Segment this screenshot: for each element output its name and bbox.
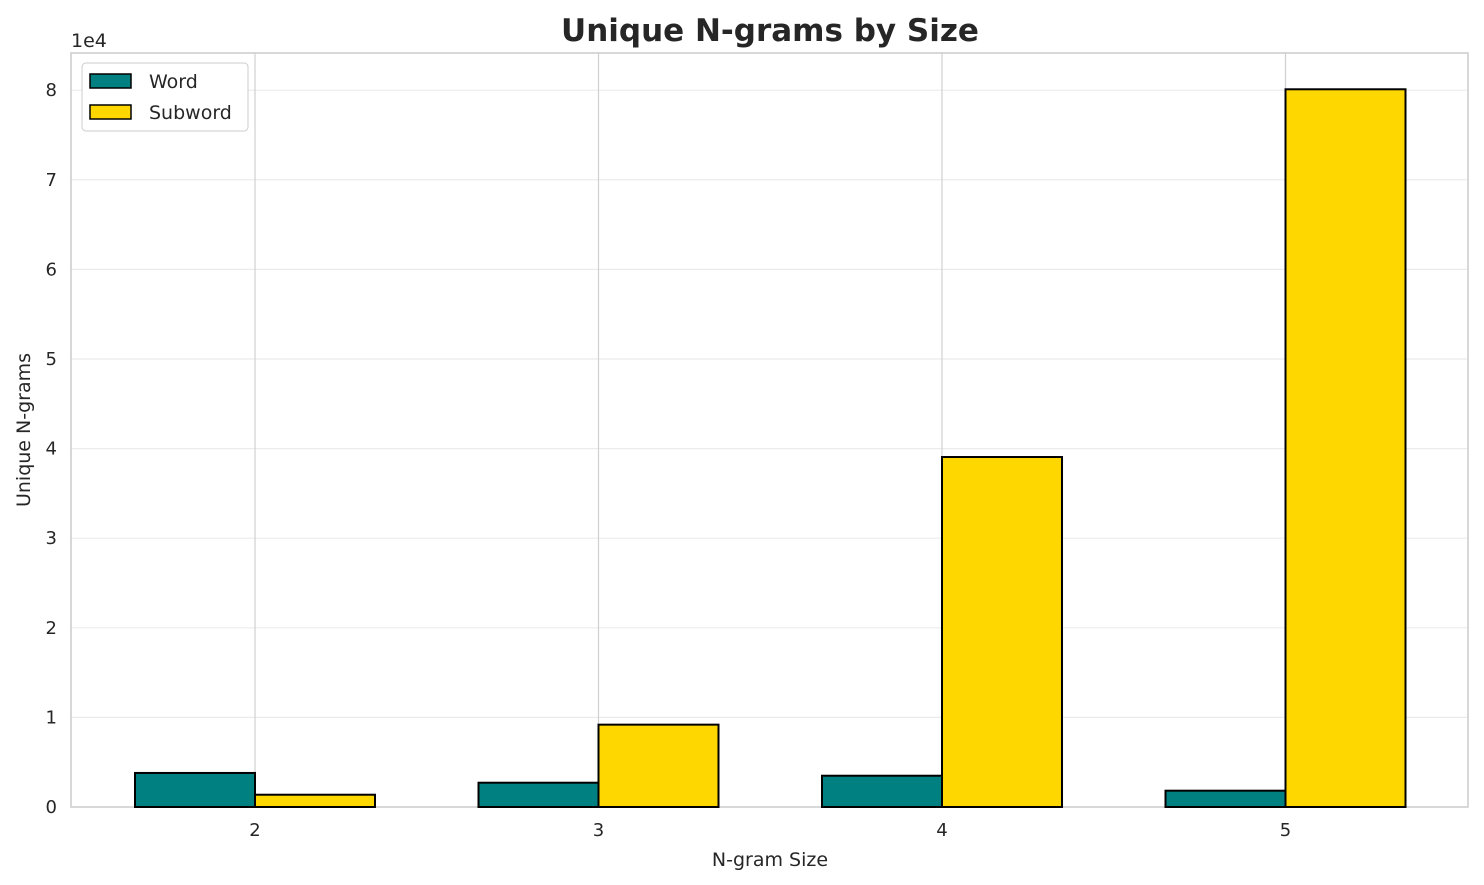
- bar-word-5: [1164, 789, 1287, 808]
- y-tick-label: 7: [46, 170, 57, 191]
- y-tick-label: 4: [46, 439, 57, 460]
- legend-label-subword: Subword: [149, 102, 232, 124]
- bar-word-3: [477, 781, 600, 809]
- legend-swatch-word: [89, 73, 132, 89]
- bar-subword-4: [941, 456, 1063, 808]
- x-axis-label: N-gram Size: [712, 849, 828, 871]
- bar-subword-3: [597, 723, 720, 808]
- x-tick-label: 5: [1280, 820, 1291, 841]
- y-axis-label: Unique N-grams: [13, 353, 35, 507]
- x-tick-label: 3: [593, 820, 604, 841]
- y-tick-label: 0: [46, 797, 57, 818]
- bar-subword-2: [254, 793, 376, 809]
- bar-subword-5: [1284, 88, 1407, 809]
- y-tick-label: 1: [46, 707, 57, 728]
- chart-title: Unique N-grams by Size: [561, 13, 979, 49]
- bar-word-2: [134, 771, 256, 809]
- legend-label-word: Word: [149, 71, 198, 93]
- x-tick-label: 4: [936, 820, 947, 841]
- legend-swatch-subword: [89, 104, 132, 120]
- y-offset-label: 1e4: [71, 30, 107, 52]
- y-tick-label: 8: [46, 80, 57, 101]
- y-tick-label: 3: [46, 528, 57, 549]
- bar-word-4: [821, 774, 943, 809]
- y-tick-label: 2: [46, 618, 57, 639]
- x-tick-label: 2: [249, 820, 260, 841]
- y-tick-label: 6: [46, 259, 57, 280]
- y-tick-label: 5: [46, 349, 57, 370]
- plot-frame: [70, 52, 1469, 808]
